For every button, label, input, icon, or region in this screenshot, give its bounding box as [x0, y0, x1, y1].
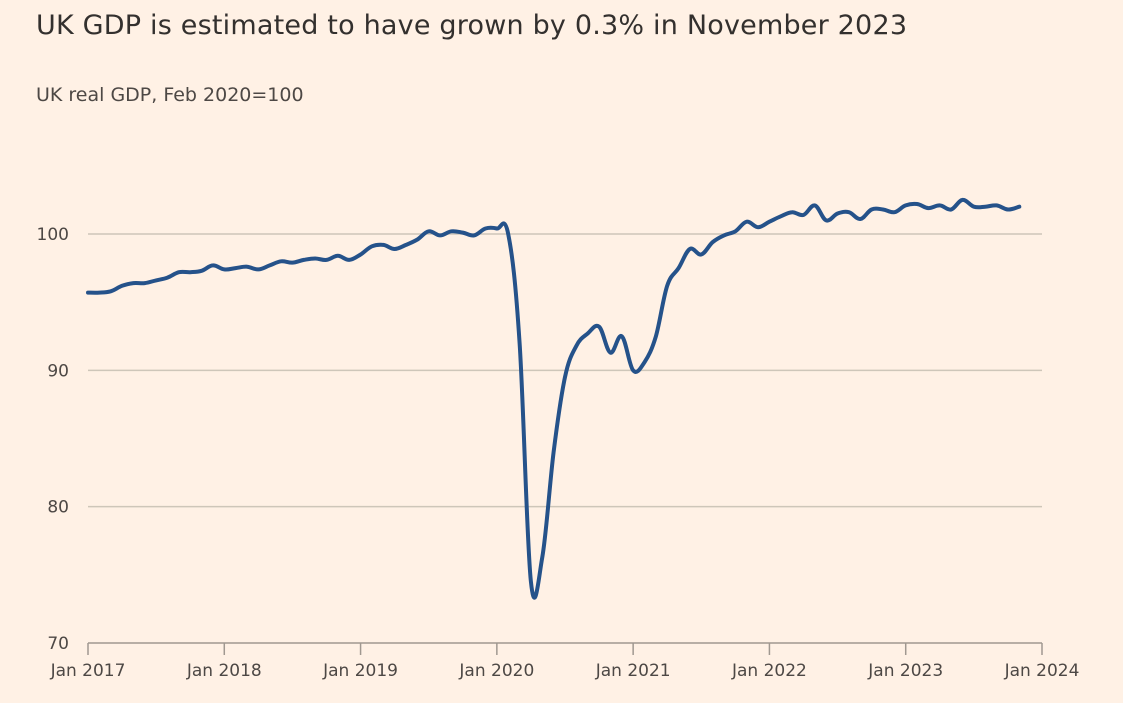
- chart-title: UK GDP is estimated to have grown by 0.3…: [36, 10, 908, 41]
- x-axis: Jan 2017 Jan 2018 Jan 2019 Jan 2020 Jan 2021…: [50, 642, 1080, 681]
- x-tick-label: Jan 2022: [731, 661, 807, 681]
- x-tick-label: Jan 2017: [50, 661, 126, 681]
- x-tick-label: Jan 2019: [322, 661, 398, 681]
- y-tick-label: 70: [47, 634, 69, 654]
- y-tick-label: 90: [47, 361, 69, 381]
- y-axis: 70 80 90 100: [37, 225, 69, 654]
- x-tick-label: Jan 2023: [867, 661, 943, 681]
- series-layer: [86, 197, 1022, 600]
- y-tick-label: 100: [37, 225, 69, 245]
- x-tick-label: Jan 2021: [595, 661, 671, 681]
- chart-subtitle: UK real GDP, Feb 2020=100: [36, 84, 304, 106]
- series-line-uk-real-gdp: [86, 197, 1022, 600]
- y-tick-label: 80: [47, 498, 69, 518]
- x-tick-label: Jan 2024: [1004, 661, 1080, 681]
- x-tick-label: Jan 2018: [186, 661, 262, 681]
- x-tick-label: Jan 2020: [458, 661, 534, 681]
